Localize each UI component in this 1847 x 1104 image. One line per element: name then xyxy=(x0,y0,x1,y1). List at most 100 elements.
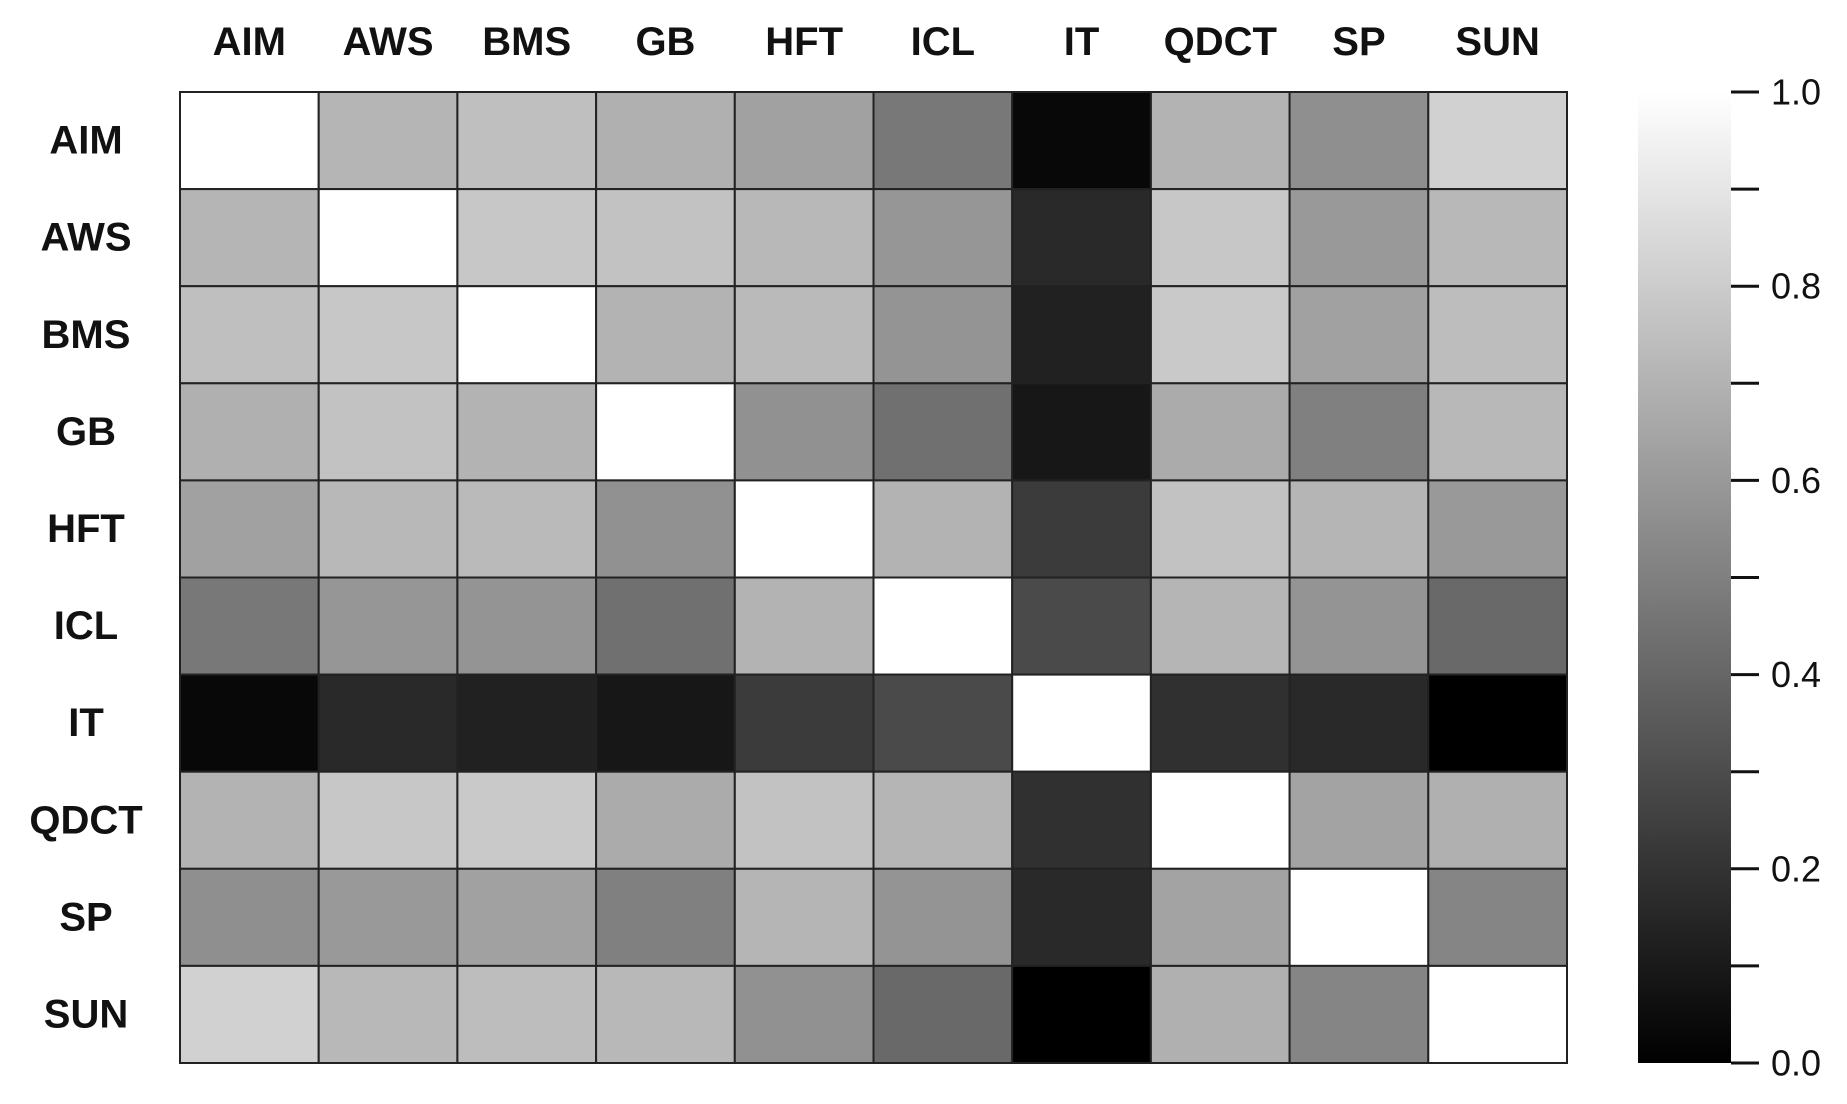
heatmap-cell-gb-sp xyxy=(1288,382,1430,482)
x-tick-label-aws: AWS xyxy=(342,20,433,64)
y-tick-label-aws: AWS xyxy=(40,216,131,260)
heatmap-cell-icl-gb xyxy=(595,576,736,676)
y-tick-label-it: IT xyxy=(68,701,104,745)
heatmap-cell-it-gb xyxy=(595,673,736,773)
y-tick-label-gb: GB xyxy=(56,410,116,454)
heatmap-cell-qdct-gb xyxy=(595,770,736,870)
heatmap-cell-sp-it xyxy=(1011,867,1152,967)
heatmap-cell-sun-sp xyxy=(1288,964,1430,1065)
heatmap-cell-aws-aws xyxy=(317,188,459,288)
heatmap-cell-sun-bms xyxy=(456,964,598,1065)
heatmap-cell-bms-hft xyxy=(733,285,875,385)
heatmap-cell-sp-hft xyxy=(733,867,875,967)
heatmap-cell-it-it xyxy=(1011,673,1152,773)
heatmap-cell-hft-aws xyxy=(317,479,459,579)
heatmap-cell-aws-sp xyxy=(1288,188,1430,288)
heatmap-cell-sp-aim xyxy=(179,867,320,967)
heatmap-cell-sp-icl xyxy=(872,867,1014,967)
heatmap-cell-qdct-hft xyxy=(733,770,875,870)
heatmap-cell-bms-it xyxy=(1011,285,1152,385)
heatmap-cell-sun-gb xyxy=(595,964,736,1065)
heatmap-cell-hft-gb xyxy=(595,479,736,579)
heatmap-cells xyxy=(179,91,1569,1065)
heatmap-cell-aws-qdct xyxy=(1149,188,1291,288)
heatmap-cell-qdct-icl xyxy=(872,770,1014,870)
colorbar-tick-label-5: 1.0 xyxy=(1771,72,1821,113)
heatmap-cell-it-aim xyxy=(179,673,320,773)
y-axis-labels: AIM AWS BMS GB HFT ICL IT QDCT SP SUN xyxy=(29,119,142,1037)
heatmap-cell-aim-aws xyxy=(317,91,459,191)
heatmap-cell-sun-it xyxy=(1011,964,1152,1065)
heatmap-cell-qdct-qdct xyxy=(1149,770,1291,870)
heatmap-cell-aws-hft xyxy=(733,188,875,288)
x-axis-labels: AIM AWS BMS GB HFT ICL IT QDCT SP SUN xyxy=(213,20,1540,64)
colorbar-tick-label-0: 0.0 xyxy=(1771,1043,1821,1084)
heatmap-cell-sun-aim xyxy=(179,964,320,1065)
heatmap-cell-bms-gb xyxy=(595,285,736,385)
y-tick-label-qdct: QDCT xyxy=(29,798,142,842)
y-tick-label-hft: HFT xyxy=(47,507,125,551)
heatmap-cell-qdct-sp xyxy=(1288,770,1430,870)
heatmap-cell-aws-it xyxy=(1011,188,1152,288)
heatmap-cell-gb-aws xyxy=(317,382,459,482)
y-tick-label-bms: BMS xyxy=(42,313,131,357)
colorbar-gradient xyxy=(1638,92,1731,1063)
heatmap-cell-sun-sun xyxy=(1427,964,1569,1065)
heatmap-cell-gb-hft xyxy=(733,382,875,482)
heatmap-cell-hft-qdct xyxy=(1149,479,1291,579)
heatmap-cell-sun-icl xyxy=(872,964,1014,1065)
heatmap-cell-sun-hft xyxy=(733,964,875,1065)
heatmap-cell-sp-qdct xyxy=(1149,867,1291,967)
heatmap-cell-bms-bms xyxy=(456,285,598,385)
heatmap-cell-aim-bms xyxy=(456,91,598,191)
y-tick-label-sun: SUN xyxy=(44,992,128,1036)
heatmap-cell-bms-qdct xyxy=(1149,285,1291,385)
heatmap-cell-aim-sun xyxy=(1427,91,1569,191)
heatmap-cell-sun-qdct xyxy=(1149,964,1291,1065)
x-tick-label-it: IT xyxy=(1064,20,1100,64)
heatmap-cell-aws-sun xyxy=(1427,188,1569,288)
colorbar-tick-label-4: 0.8 xyxy=(1771,266,1821,307)
heatmap-cell-hft-hft xyxy=(733,479,875,579)
heatmap-cell-it-icl xyxy=(872,673,1014,773)
x-tick-label-icl: ICL xyxy=(911,20,975,64)
heatmap-cell-gb-qdct xyxy=(1149,382,1291,482)
heatmap-cell-gb-it xyxy=(1011,382,1152,482)
heatmap-cell-bms-icl xyxy=(872,285,1014,385)
heatmap-cell-gb-gb xyxy=(595,382,736,482)
heatmap-cell-aim-aim xyxy=(179,91,320,191)
heatmap-cell-icl-hft xyxy=(733,576,875,676)
heatmap-cell-icl-icl xyxy=(872,576,1014,676)
heatmap-cell-qdct-bms xyxy=(456,770,598,870)
heatmap-cell-hft-bms xyxy=(456,479,598,579)
x-tick-label-sun: SUN xyxy=(1455,20,1539,64)
heatmap-cell-sun-aws xyxy=(317,964,459,1065)
heatmap-cell-icl-qdct xyxy=(1149,576,1291,676)
heatmap-cell-qdct-aws xyxy=(317,770,459,870)
colorbar-tick-label-3: 0.6 xyxy=(1771,460,1821,501)
heatmap-cell-aws-icl xyxy=(872,188,1014,288)
x-tick-label-hft: HFT xyxy=(765,20,843,64)
heatmap-cell-aws-bms xyxy=(456,188,598,288)
x-tick-label-bms: BMS xyxy=(482,20,571,64)
y-tick-label-aim: AIM xyxy=(49,119,122,163)
x-tick-label-gb: GB xyxy=(635,20,695,64)
heatmap-cell-it-hft xyxy=(733,673,875,773)
heatmap-cell-hft-sp xyxy=(1288,479,1430,579)
heatmap-cell-icl-aws xyxy=(317,576,459,676)
x-tick-label-aim: AIM xyxy=(213,20,286,64)
heatmap-cell-sp-sp xyxy=(1288,867,1430,967)
heatmap-cell-sp-sun xyxy=(1427,867,1569,967)
colorbar-tick-label-1: 0.2 xyxy=(1771,848,1821,889)
heatmap-cell-aim-gb xyxy=(595,91,736,191)
heatmap-cell-aws-gb xyxy=(595,188,736,288)
heatmap-cell-aim-icl xyxy=(872,91,1014,191)
heatmap-cell-bms-aws xyxy=(317,285,459,385)
heatmap-cell-gb-icl xyxy=(872,382,1014,482)
heatmap-cell-it-aws xyxy=(317,673,459,773)
y-tick-label-sp: SP xyxy=(59,895,112,939)
heatmap-cell-it-sp xyxy=(1288,673,1430,773)
heatmap-cell-sp-gb xyxy=(595,867,736,967)
heatmap-cell-aim-qdct xyxy=(1149,91,1291,191)
